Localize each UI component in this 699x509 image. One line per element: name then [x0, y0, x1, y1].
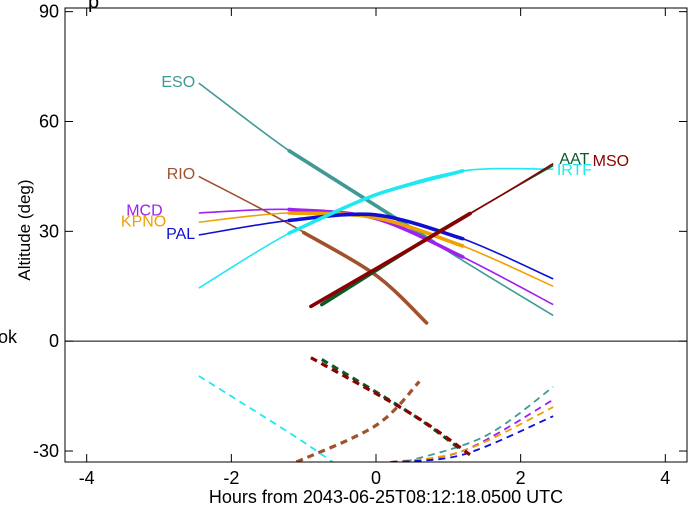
site-label-rio: RIO: [167, 166, 195, 183]
series-line-mcd: [198, 208, 554, 306]
y-tick-label: 60: [39, 112, 59, 132]
x-tick-label: 0: [371, 468, 381, 488]
site-label-mcd: MCD: [126, 202, 162, 219]
series-below-horizon-mso: [310, 356, 471, 457]
x-tick-label: 4: [660, 468, 670, 488]
series-thick-pal: [287, 212, 465, 241]
series-thick-eso: [287, 149, 436, 245]
x-tick-label: -4: [79, 468, 95, 488]
site-label-pal: PAL: [166, 226, 195, 243]
y-tick-label: 30: [39, 221, 59, 241]
x-tick-label: 2: [516, 468, 526, 488]
site-label-irtf: IRTF: [557, 162, 592, 179]
series-below-horizon-eso: [404, 386, 554, 462]
y-tick-label: 0: [49, 331, 59, 351]
series-thick-rio: [301, 230, 429, 325]
side-text: ok: [0, 327, 18, 347]
chart-title: p: [88, 0, 99, 13]
y-tick-label: -30: [33, 441, 59, 461]
x-tick-label: -2: [223, 468, 239, 488]
series-below-horizon-pal: [390, 415, 554, 462]
axes-layer: -4 -2 0 2 4 -30 0 30 60 90: [33, 2, 688, 488]
series-line-eso: [198, 82, 554, 317]
site-label-mso: MSO: [593, 153, 629, 170]
series-below-horizon-aat: [320, 358, 464, 453]
series-layer: [198, 82, 554, 462]
series-thick-kpno: [287, 211, 465, 248]
y-tick-label: 90: [39, 2, 59, 22]
series-thick-irtf: [287, 169, 465, 235]
y-axis-label: Altitude (deg): [15, 179, 34, 280]
site-label-aat: AAT: [559, 151, 589, 168]
series-below-horizon-rio: [295, 380, 421, 462]
series-line-rio: [198, 175, 428, 324]
site-label-eso: ESO: [161, 74, 195, 91]
series-below-horizon-mcd: [390, 399, 554, 462]
x-axis-label: Hours from 2043-06-25T08:12:18.0500 UTC: [209, 487, 563, 507]
series-below-horizon-irtf: [198, 375, 334, 462]
series-thick-mso: [309, 211, 472, 309]
site-label-kpno: KPNO: [121, 213, 166, 230]
